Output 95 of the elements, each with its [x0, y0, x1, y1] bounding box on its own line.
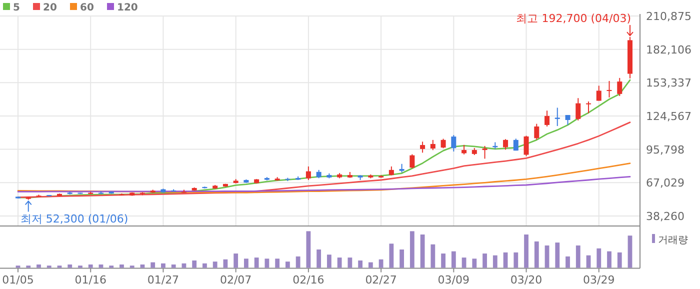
- bar: [306, 231, 311, 268]
- bar: [596, 248, 602, 268]
- candlestick: [420, 141, 426, 154]
- bar: [576, 245, 580, 268]
- bar: [628, 236, 632, 268]
- candlestick: [544, 110, 550, 127]
- x-tick-label: 03/29: [583, 273, 615, 286]
- bar: [285, 262, 290, 268]
- bar: [264, 258, 270, 268]
- bar: [534, 241, 539, 268]
- bar: [88, 264, 93, 268]
- bar: [607, 251, 612, 268]
- y-tick-label: 153,337: [646, 76, 692, 90]
- annotation: 최고 192,700 (04/03): [516, 12, 631, 26]
- x-tick-label: 02/27: [365, 273, 397, 286]
- x-tick-label: 03/20: [510, 273, 542, 286]
- bar: [68, 264, 72, 268]
- y-tick-label: 95,798: [646, 143, 684, 156]
- bar: [389, 244, 394, 268]
- bar: [326, 254, 332, 268]
- y-tick-label: 210,875: [646, 10, 692, 23]
- bar: [120, 264, 124, 268]
- bar: [462, 258, 466, 268]
- bar: [275, 258, 280, 268]
- annotation: 최저 52,300 (01/06): [20, 212, 128, 226]
- bar: [202, 263, 207, 268]
- x-tick-label: 03/09: [438, 273, 470, 286]
- bar: [140, 264, 145, 268]
- bar: [503, 252, 508, 268]
- candlestick: [462, 144, 467, 155]
- x-tick-label: 02/16: [292, 273, 324, 286]
- bar: [566, 256, 570, 268]
- bar: [36, 264, 41, 268]
- y-tick-label: 124,567: [646, 110, 692, 123]
- y-tick-label: 67,029: [646, 176, 684, 190]
- bar: [171, 264, 176, 268]
- bar: [212, 262, 218, 268]
- candlestick: [410, 154, 415, 169]
- bar: [617, 252, 622, 268]
- bar: [244, 258, 248, 268]
- bar: [586, 255, 591, 268]
- legend-label: 거래량: [658, 235, 688, 246]
- bar: [316, 250, 322, 268]
- candlestick: [576, 98, 581, 121]
- bar: [410, 231, 414, 268]
- candlestick: [451, 134, 456, 152]
- bar: [358, 260, 363, 268]
- candlestick: [482, 145, 488, 160]
- bar: [430, 244, 436, 268]
- y-tick-label: 182,106: [646, 43, 692, 56]
- candlestick: [586, 100, 592, 114]
- bar: [182, 263, 186, 268]
- x-tick-label: 01/16: [74, 273, 106, 286]
- bar: [161, 263, 166, 268]
- candlestick: [430, 139, 436, 151]
- bar: [223, 259, 228, 268]
- bar: [420, 234, 425, 268]
- candlestick: [503, 138, 508, 150]
- legend-label: 5: [13, 2, 20, 14]
- legend-label: 20: [43, 2, 57, 14]
- bar: [441, 254, 446, 268]
- bar: [192, 260, 197, 268]
- y-tick-label: 38,260: [646, 210, 684, 223]
- bar: [472, 258, 477, 268]
- bar: [492, 255, 498, 268]
- candlestick: [596, 85, 602, 102]
- bar: [378, 259, 384, 268]
- bar: [296, 256, 300, 268]
- candlestick: [617, 77, 622, 97]
- bar: [514, 252, 518, 268]
- candlestick: [440, 138, 446, 149]
- x-tick-label: 01/27: [147, 273, 180, 286]
- bar: [544, 245, 550, 268]
- bar: [254, 258, 259, 268]
- candlestick: [306, 166, 311, 181]
- bar: [234, 254, 238, 268]
- bar: [368, 262, 373, 268]
- candlestick: [534, 123, 540, 140]
- bar: [451, 251, 456, 268]
- legend-label: 120: [117, 2, 138, 14]
- bar: [524, 234, 528, 268]
- candlestick: [565, 114, 570, 126]
- bar: [482, 254, 487, 268]
- bar: [337, 258, 342, 268]
- bar: [555, 242, 560, 268]
- bar: [348, 258, 352, 268]
- bar: [150, 262, 156, 268]
- x-tick-label: 01/05: [2, 273, 34, 286]
- candlestick: [606, 80, 612, 98]
- x-tick-label: 02/07: [220, 273, 252, 286]
- candlestick: [554, 107, 560, 127]
- bar: [98, 264, 104, 268]
- candlestick: [524, 135, 529, 157]
- legend-label: 60: [80, 2, 94, 14]
- bar: [400, 250, 404, 268]
